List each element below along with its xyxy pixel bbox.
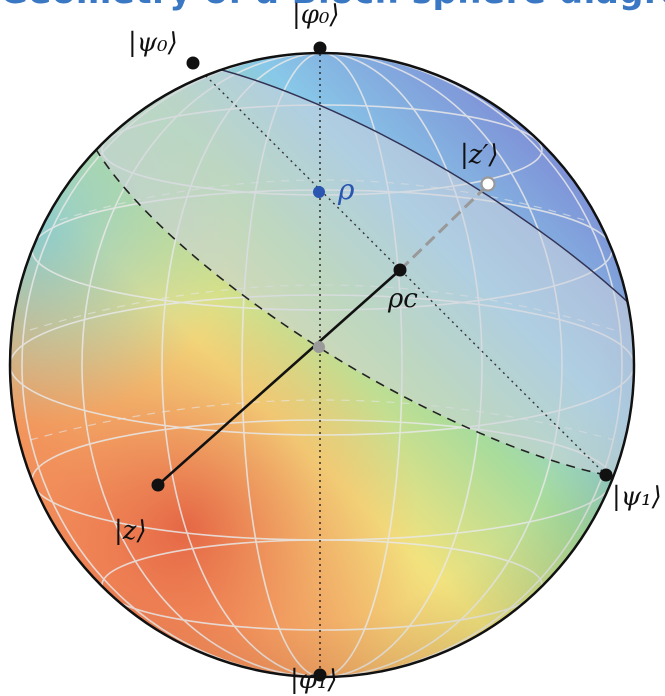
label-z: |z⟩ [114, 516, 147, 546]
label-psi0: |ψ₀⟩ [128, 28, 178, 58]
label-phi0: |φ₀⟩ [292, 0, 340, 30]
gray-center-point [313, 341, 325, 353]
label-rho: ρ [338, 173, 355, 206]
psi1-point [599, 468, 613, 482]
z-to-rho-c-line [157, 269, 401, 486]
z-prime-point [480, 176, 496, 192]
phi0-point [313, 41, 327, 55]
label-phi1: |φ₁⟩ [290, 665, 338, 695]
rho-c-to-z-prime-line [398, 183, 490, 272]
label-z-prime: |z′⟩ [460, 140, 499, 170]
rho-point [313, 186, 325, 198]
phi1-point [313, 668, 327, 682]
label-rho-c: ρc [388, 284, 418, 314]
z-point [151, 478, 165, 492]
psi0-point [186, 56, 200, 70]
label-psi1: |ψ₁⟩ [612, 482, 662, 512]
header-title: Geometry of a Bloch sphere diagram [0, 0, 665, 12]
rho-c-point [393, 263, 407, 277]
sphere-surface [10, 53, 634, 677]
